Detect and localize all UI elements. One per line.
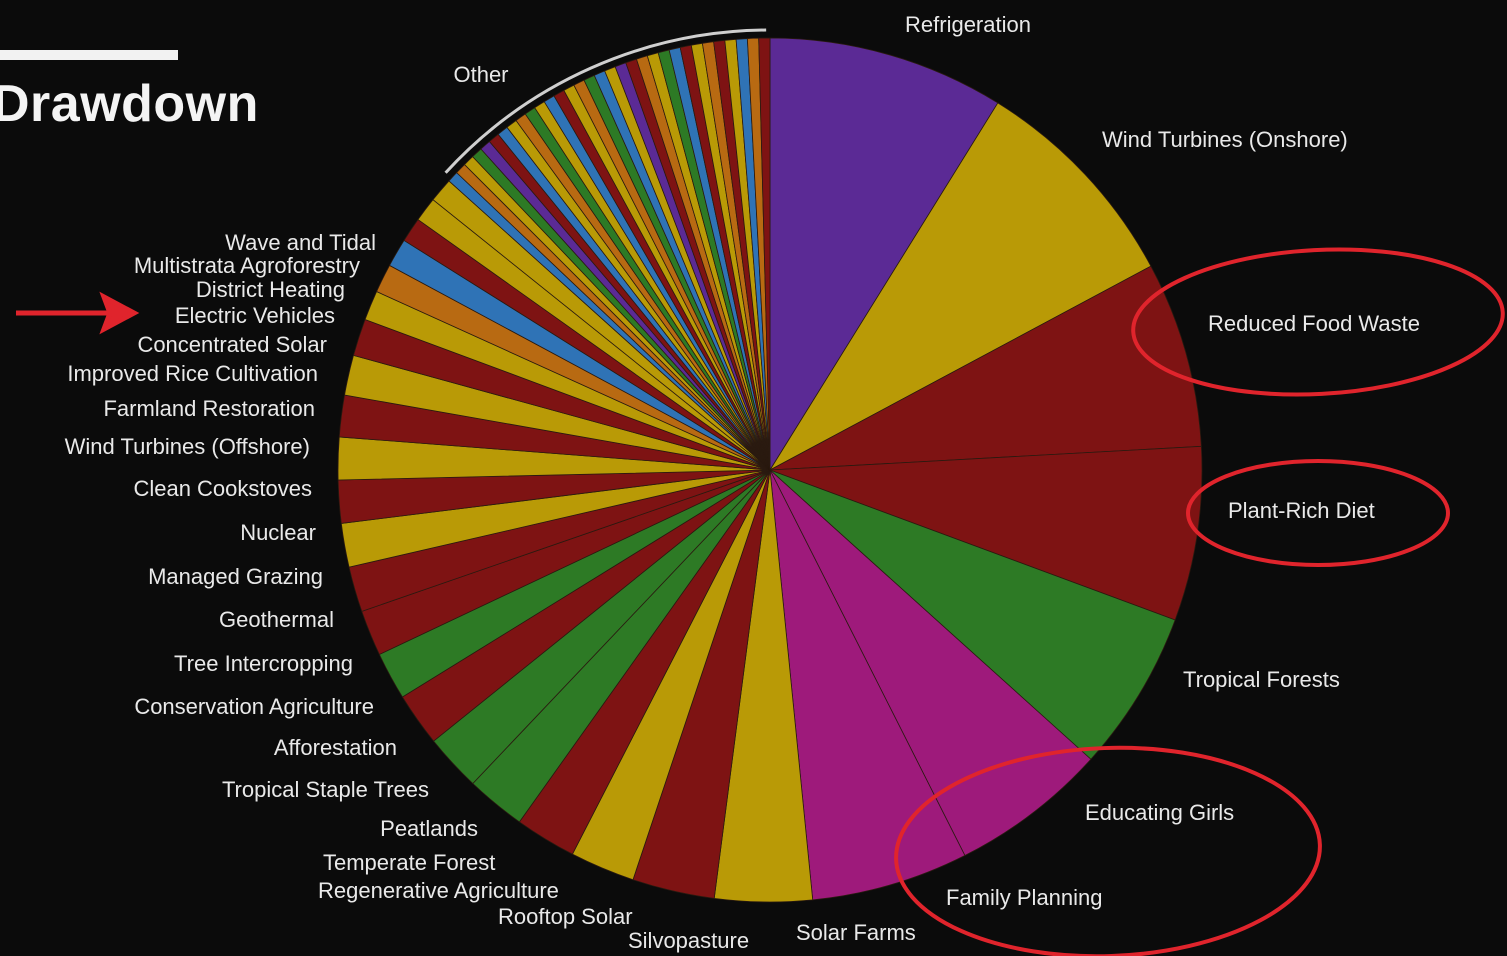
slice-family-planning [769,469,966,901]
highlight-reduced-food-waste [1131,247,1505,397]
label-temperate-forest: Temperate Forest [323,850,495,875]
label-rooftop-solar: Rooftop Solar [498,904,633,929]
label-peatlands: Peatlands [380,816,478,841]
label-clean-cookstoves: Clean Cookstoves [133,476,312,501]
title-underline [0,50,178,60]
annotations [16,247,1505,956]
slice-other-32 [758,37,771,471]
highlight-plant-rich-diet [1186,459,1450,567]
label-tropical-staple-trees: Tropical Staple Trees [222,777,429,802]
label-nuclear: Nuclear [240,520,316,545]
page-title: Drawdown [0,75,259,133]
slice-reduced-food-waste [769,265,1202,471]
other-bracket [444,28,767,174]
label-wind-turbines-offshore: Wind Turbines (Offshore) [65,434,310,459]
label-conservation-agriculture: Conservation Agriculture [134,694,374,719]
label-geothermal: Geothermal [219,607,334,632]
label-wind-turbines-onshore: Wind Turbines (Onshore) [1102,127,1348,152]
label-plant-rich-diet: Plant-Rich Diet [1228,498,1375,523]
label-regenerative-agriculture: Regenerative Agriculture [318,878,559,903]
label-other: Other [453,62,508,87]
slice-tropical-forests [769,469,1176,760]
arrow-head [99,291,140,335]
slice-refrigeration [769,37,999,472]
label-improved-rice-cultivation: Improved Rice Cultivation [67,361,318,386]
label-wave-and-tidal: Wave and Tidal [225,230,376,255]
label-farmland-restoration: Farmland Restoration [103,396,315,421]
label-afforestation: Afforestation [274,735,397,760]
label-refrigeration: Refrigeration [905,12,1031,37]
slice-educating-girls [769,469,1092,857]
label-educating-girls: Educating Girls [1085,800,1234,825]
label-solar-farms: Solar Farms [796,920,916,945]
label-district-heating: District Heating [196,277,345,302]
label-concentrated-solar: Concentrated Solar [137,332,327,357]
label-multistrata-agroforestry: Multistrata Agroforestry [134,253,360,278]
slice-labels: Refrigeration Wind Turbines (Onshore) Redu… [65,12,1420,953]
label-electric-vehicles: Electric Vehicles [175,303,335,328]
label-reduced-food-waste: Reduced Food Waste [1208,311,1420,336]
pie-slices [337,37,1203,903]
slice-wind-turbines-onshore [768,102,1152,472]
label-family-planning: Family Planning [946,885,1103,910]
label-silvopasture: Silvopasture [628,928,749,953]
label-tropical-forests: Tropical Forests [1183,667,1340,692]
label-managed-grazing: Managed Grazing [148,564,323,589]
label-tree-intercropping: Tree Intercropping [174,651,353,676]
